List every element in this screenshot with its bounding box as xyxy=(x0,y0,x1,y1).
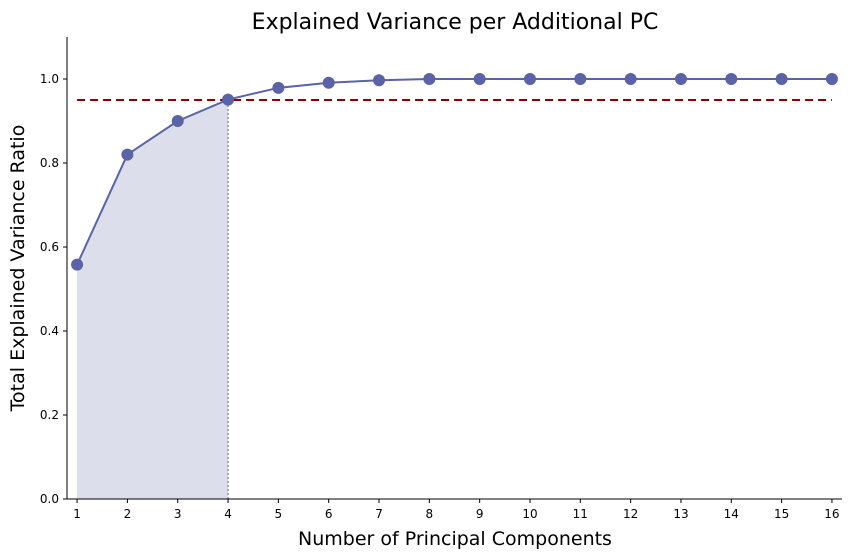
data-point-9 xyxy=(473,73,486,85)
data-point-8 xyxy=(423,73,436,85)
data-point-13 xyxy=(674,73,687,85)
x-tick-label-16: 16 xyxy=(824,507,839,521)
x-tick-label-12: 12 xyxy=(623,507,638,521)
x-tick-label-5: 5 xyxy=(275,507,283,521)
shaded-area xyxy=(77,99,229,499)
data-point-15 xyxy=(775,73,788,85)
plot-area: 1 2 3 4 5 6 7 8 9 10 11 12 13 14 15 160.00.20.40.60.81.… xyxy=(40,37,842,521)
y-tick-label-1.0: 1.0 xyxy=(40,72,59,86)
data-point-16 xyxy=(825,73,838,85)
x-tick-label-13: 13 xyxy=(673,507,688,521)
x-tick-label-3: 3 xyxy=(174,507,182,521)
data-point-6 xyxy=(322,76,335,89)
series-line xyxy=(76,78,832,266)
data-point-5 xyxy=(272,81,285,94)
y-tick-label-0.6: 0.6 xyxy=(40,240,59,254)
data-point-7 xyxy=(373,74,386,87)
x-tick-label-14: 14 xyxy=(724,507,739,521)
data-point-10 xyxy=(523,73,536,85)
y-tick-label-0.8: 0.8 xyxy=(40,156,59,170)
data-point-1 xyxy=(71,258,84,271)
data-point-3 xyxy=(171,115,184,127)
data-point-14 xyxy=(725,73,738,85)
x-tick-label-10: 10 xyxy=(522,507,537,521)
x-tick-label-11: 11 xyxy=(573,507,588,521)
x-tick-label-9: 9 xyxy=(476,507,484,521)
data-point-12 xyxy=(624,73,637,85)
data-point-11 xyxy=(574,73,587,85)
x-tick-label-7: 7 xyxy=(375,507,383,521)
x-tick-label-8: 8 xyxy=(426,507,434,521)
x-tick-label-1: 1 xyxy=(73,507,81,521)
y-tick-label-0.2: 0.2 xyxy=(40,408,59,422)
data-point-4 xyxy=(222,93,235,106)
y-tick-label-0.0: 0.0 xyxy=(40,492,59,506)
data-point-2 xyxy=(121,148,134,161)
x-tick-label-6: 6 xyxy=(325,507,333,521)
x-axis-label: Number of Principal Components xyxy=(298,528,612,550)
x-tick-label-4: 4 xyxy=(224,507,232,521)
y-tick-label-0.4: 0.4 xyxy=(40,324,59,338)
x-tick-label-2: 2 xyxy=(124,507,132,521)
y-axis-label: Total Explained Variance Ratio xyxy=(7,125,29,413)
x-tick-label-15: 15 xyxy=(774,507,789,521)
chart-title: Explained Variance per Additional PC xyxy=(252,10,659,35)
